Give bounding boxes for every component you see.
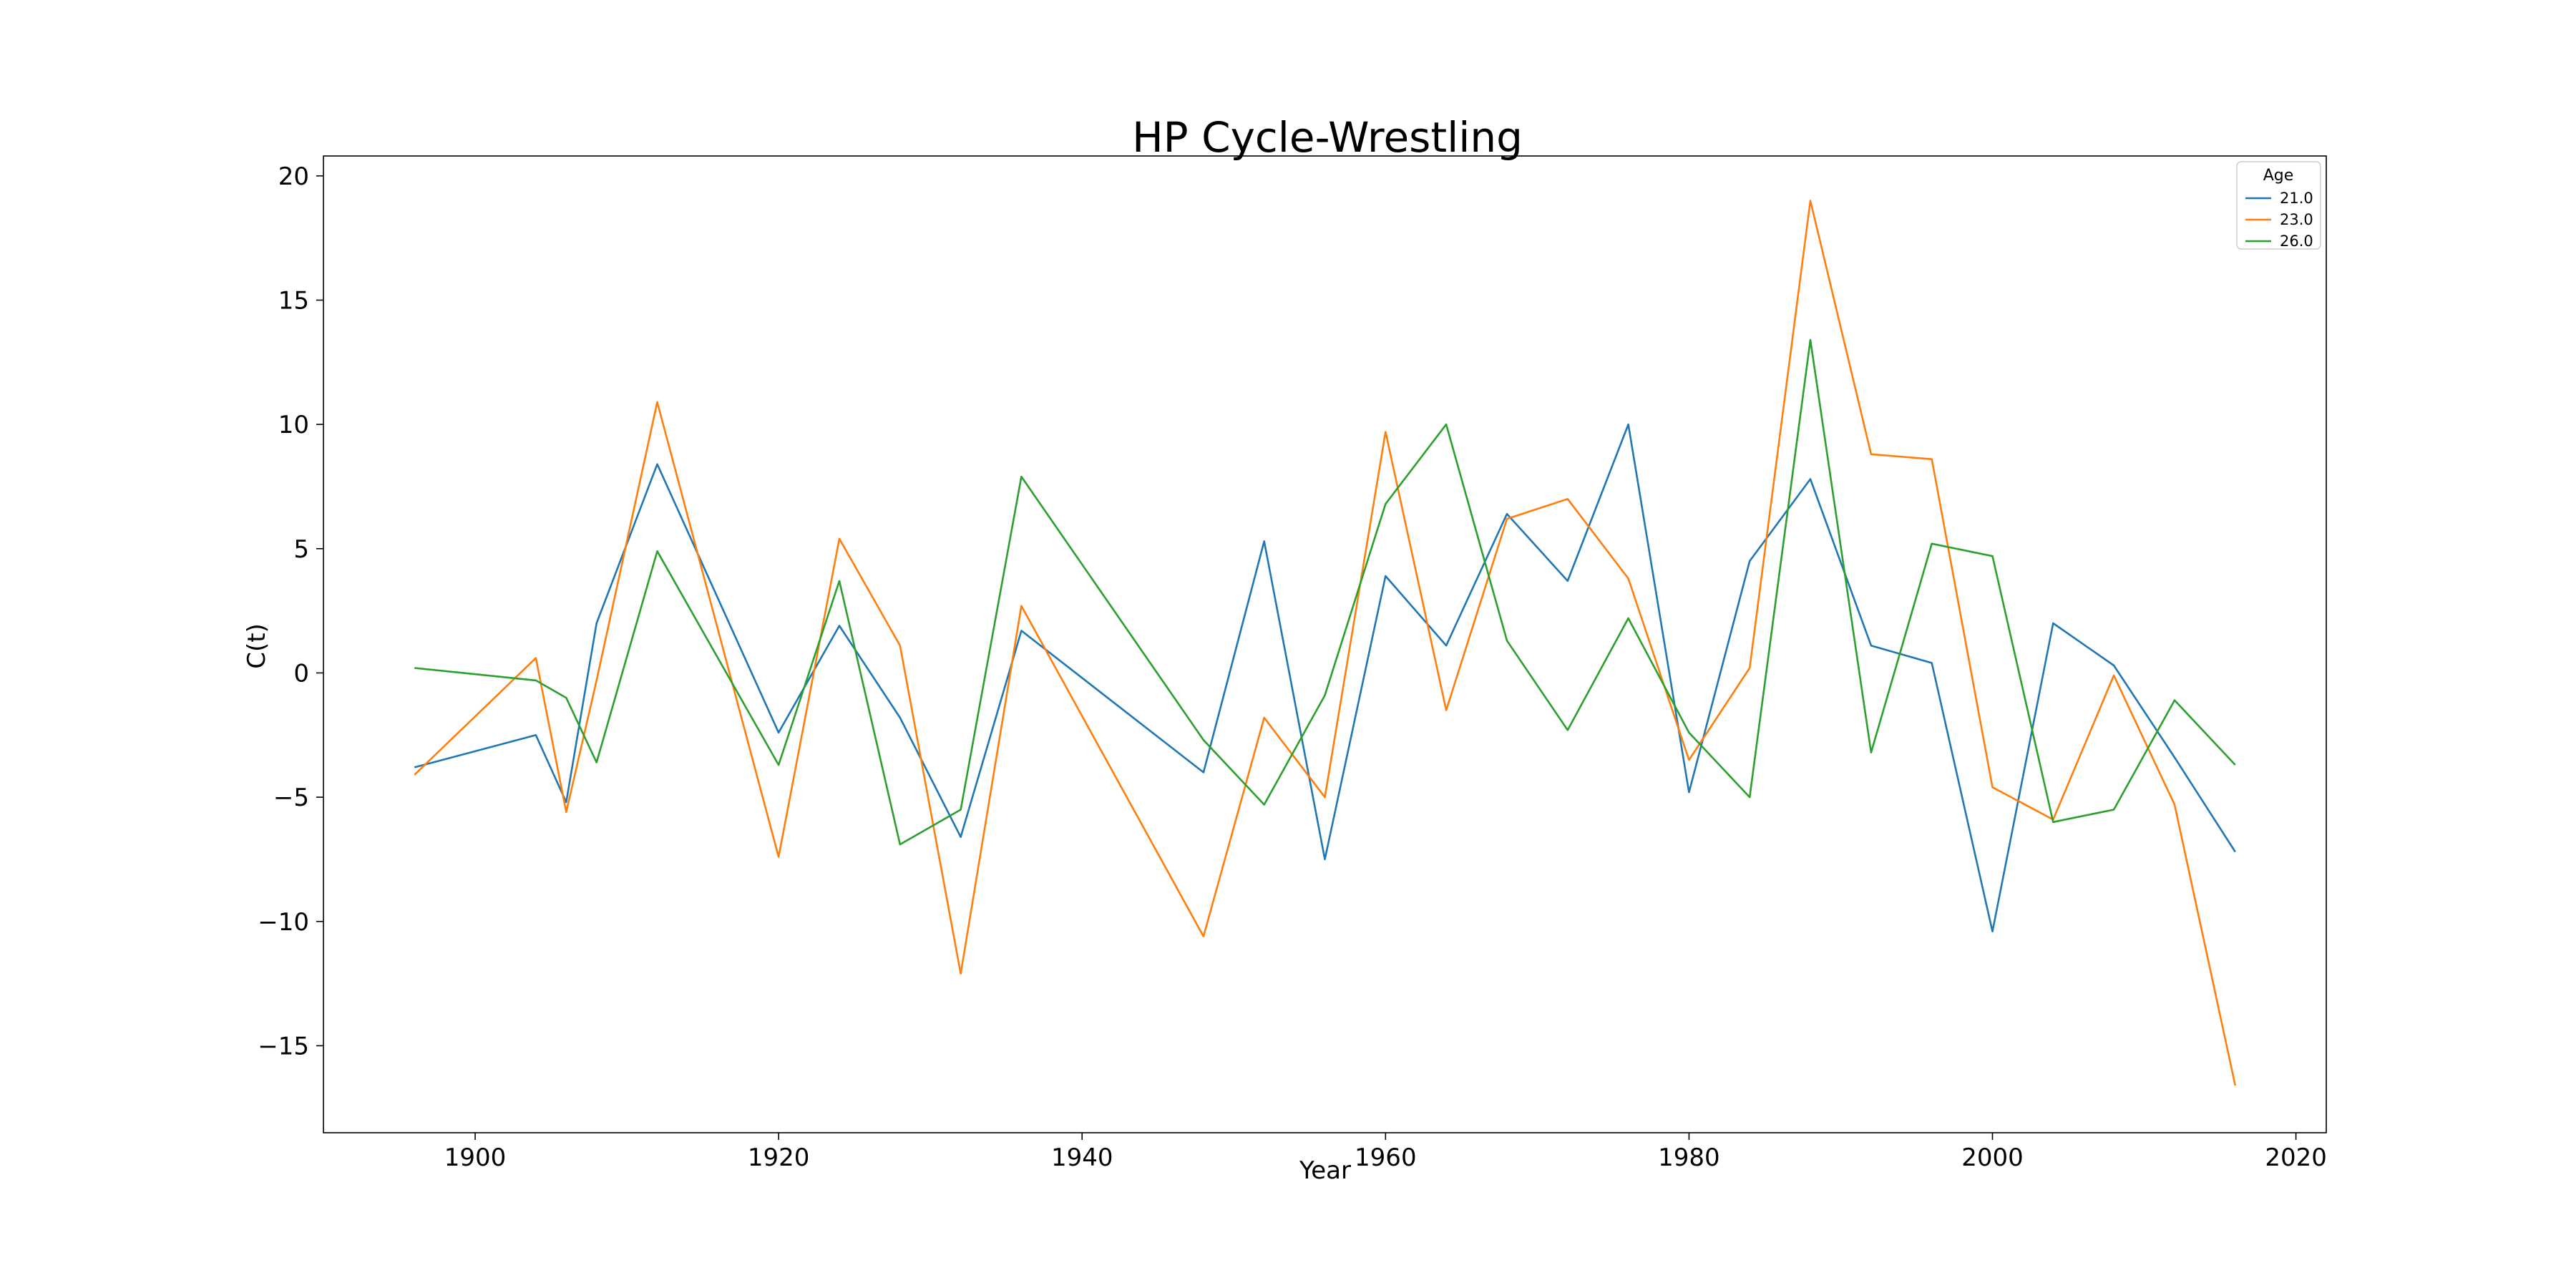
y-tick-label: −5 [273,784,309,812]
series-line-23.0 [414,200,2237,1086]
y-axis-label: C(t) [243,623,271,669]
x-axis: 1900 1920 1940 1960 1980 2000 2020 [444,1133,2327,1172]
y-axis: 20 15 10 5 0 −5 −10 −15 [258,162,323,1060]
legend-box [2236,161,2321,250]
y-tick-label: 0 [293,659,309,688]
y-tick-label: 5 [293,535,309,564]
legend-label-26.0: 26.0 [2280,233,2313,250]
x-tick-label: 1960 [1355,1143,1417,1172]
x-tick-label: 1920 [748,1143,810,1172]
y-tick-label: −15 [258,1032,309,1060]
x-tick-label: 1980 [1658,1143,1720,1172]
x-tick-label: 2020 [2265,1143,2327,1172]
x-tick-label: 2000 [1961,1143,2024,1172]
legend: Age 21.0 23.0 26.0 [2236,161,2321,250]
plot-frame [323,155,2327,1133]
legend-title: Age [2263,167,2294,185]
chart-title: HP Cycle-Wrestling [1132,113,1523,162]
y-tick-label: 15 [278,286,309,315]
x-axis-label: Year [1299,1156,1351,1185]
x-tick-label: 1940 [1051,1143,1113,1172]
y-tick-label: 20 [278,162,309,191]
x-tick-label: 1900 [444,1143,507,1172]
y-tick-label: 10 [278,411,309,439]
y-tick-label: −10 [258,908,309,937]
series-layer [414,200,2237,1086]
series-line-21.0 [414,423,2236,932]
legend-label-23.0: 23.0 [2280,211,2313,228]
series-line-26.0 [414,338,2236,846]
legend-label-21.0: 21.0 [2280,190,2313,207]
